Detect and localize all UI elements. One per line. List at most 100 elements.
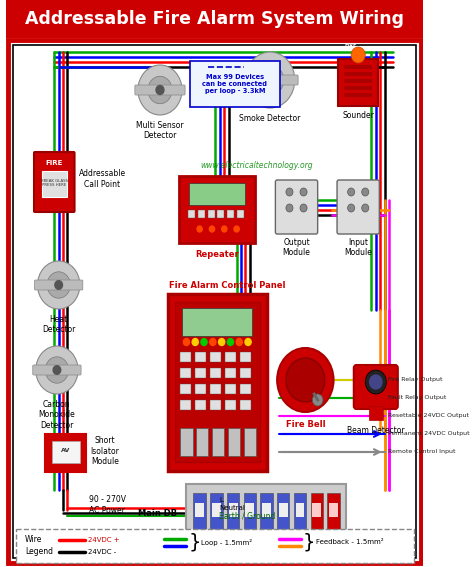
Text: Fault Relay Output: Fault Relay Output <box>388 396 447 400</box>
FancyBboxPatch shape <box>175 302 260 462</box>
Circle shape <box>362 188 369 196</box>
Text: Beam Detector: Beam Detector <box>347 426 405 435</box>
Text: Legend: Legend <box>25 548 53 556</box>
FancyBboxPatch shape <box>180 352 191 362</box>
FancyBboxPatch shape <box>179 176 255 243</box>
Text: Short
Isolator
Module: Short Isolator Module <box>91 436 119 466</box>
Text: Permanent 24VDC Output: Permanent 24VDC Output <box>388 431 470 437</box>
FancyBboxPatch shape <box>217 210 224 218</box>
Circle shape <box>277 348 334 412</box>
Text: Resettable 24VDC Output: Resettable 24VDC Output <box>388 413 469 418</box>
Text: Heat
Detector: Heat Detector <box>42 315 75 335</box>
FancyBboxPatch shape <box>225 400 236 410</box>
FancyBboxPatch shape <box>195 503 204 517</box>
FancyBboxPatch shape <box>242 75 298 85</box>
FancyBboxPatch shape <box>198 210 205 218</box>
Circle shape <box>256 65 283 95</box>
FancyBboxPatch shape <box>296 503 304 517</box>
FancyBboxPatch shape <box>228 503 237 517</box>
FancyBboxPatch shape <box>225 384 236 394</box>
Text: Sounder: Sounder <box>342 111 374 120</box>
Circle shape <box>245 338 251 345</box>
FancyBboxPatch shape <box>262 503 271 517</box>
FancyBboxPatch shape <box>344 72 372 76</box>
Text: www.electricaltechnology.org: www.electricaltechnology.org <box>201 160 313 170</box>
FancyBboxPatch shape <box>193 493 206 529</box>
FancyBboxPatch shape <box>180 368 191 378</box>
FancyBboxPatch shape <box>195 352 206 362</box>
FancyBboxPatch shape <box>196 428 209 456</box>
Circle shape <box>300 188 307 196</box>
Text: 24VDC -: 24VDC - <box>88 549 116 555</box>
Circle shape <box>365 370 386 394</box>
FancyBboxPatch shape <box>240 400 251 410</box>
Text: Fire Alarm Control Panel: Fire Alarm Control Panel <box>169 281 285 290</box>
FancyBboxPatch shape <box>210 352 221 362</box>
Circle shape <box>53 366 61 374</box>
FancyBboxPatch shape <box>237 210 244 218</box>
Circle shape <box>362 204 369 212</box>
FancyBboxPatch shape <box>344 93 372 97</box>
Text: Addressable
Call Point: Addressable Call Point <box>79 170 126 189</box>
FancyBboxPatch shape <box>210 368 221 378</box>
Text: 24VDC +: 24VDC + <box>88 537 119 543</box>
FancyBboxPatch shape <box>328 493 340 529</box>
Circle shape <box>286 358 325 402</box>
FancyBboxPatch shape <box>244 428 256 456</box>
Circle shape <box>192 338 198 345</box>
Text: 90 - 270V
AC Power: 90 - 270V AC Power <box>89 496 126 515</box>
FancyBboxPatch shape <box>33 365 81 375</box>
FancyBboxPatch shape <box>210 400 221 410</box>
FancyBboxPatch shape <box>212 503 221 517</box>
Text: Remote Control Input: Remote Control Input <box>388 450 456 455</box>
Circle shape <box>370 375 382 389</box>
Circle shape <box>351 47 365 63</box>
FancyBboxPatch shape <box>210 384 221 394</box>
FancyBboxPatch shape <box>212 428 224 456</box>
FancyBboxPatch shape <box>168 294 266 471</box>
FancyBboxPatch shape <box>310 493 323 529</box>
Text: Main DB: Main DB <box>138 509 178 518</box>
FancyBboxPatch shape <box>227 210 234 218</box>
Text: Fire Bell: Fire Bell <box>285 420 325 429</box>
FancyBboxPatch shape <box>338 59 378 106</box>
Circle shape <box>219 338 225 345</box>
Text: Input
Module: Input Module <box>344 238 372 257</box>
FancyBboxPatch shape <box>16 529 414 563</box>
FancyBboxPatch shape <box>369 406 383 420</box>
FancyBboxPatch shape <box>240 384 251 394</box>
FancyBboxPatch shape <box>240 352 251 362</box>
Text: Earth / Ground: Earth / Ground <box>219 511 275 521</box>
FancyBboxPatch shape <box>46 434 86 472</box>
FancyBboxPatch shape <box>279 503 288 517</box>
FancyBboxPatch shape <box>135 85 185 95</box>
Text: Loop - 1.5mm²: Loop - 1.5mm² <box>201 539 253 545</box>
Text: Max 99 Devices
can be connected
per loop - 3.3kM: Max 99 Devices can be connected per loop… <box>202 74 267 94</box>
Text: Carbon
Monoxide
Detector: Carbon Monoxide Detector <box>38 400 75 430</box>
Circle shape <box>265 75 274 85</box>
Circle shape <box>47 272 70 298</box>
Circle shape <box>222 226 227 232</box>
Text: L: L <box>219 497 223 503</box>
Text: Feedback - 1.5mm²: Feedback - 1.5mm² <box>316 539 383 545</box>
FancyBboxPatch shape <box>6 0 423 38</box>
Text: Fire Relay Output: Fire Relay Output <box>388 378 443 383</box>
Circle shape <box>300 204 307 212</box>
FancyBboxPatch shape <box>195 400 206 410</box>
FancyBboxPatch shape <box>225 352 236 362</box>
Text: Wire: Wire <box>25 535 43 544</box>
FancyBboxPatch shape <box>354 365 398 409</box>
FancyBboxPatch shape <box>344 86 372 90</box>
FancyBboxPatch shape <box>42 171 67 197</box>
Text: }: } <box>188 532 201 552</box>
FancyBboxPatch shape <box>225 368 236 378</box>
Circle shape <box>312 394 323 406</box>
Circle shape <box>148 76 172 104</box>
Circle shape <box>234 226 239 232</box>
FancyBboxPatch shape <box>35 280 83 290</box>
Text: }: } <box>303 532 315 552</box>
Circle shape <box>183 338 190 345</box>
FancyBboxPatch shape <box>227 493 239 529</box>
FancyBboxPatch shape <box>344 65 372 69</box>
FancyBboxPatch shape <box>208 210 215 218</box>
